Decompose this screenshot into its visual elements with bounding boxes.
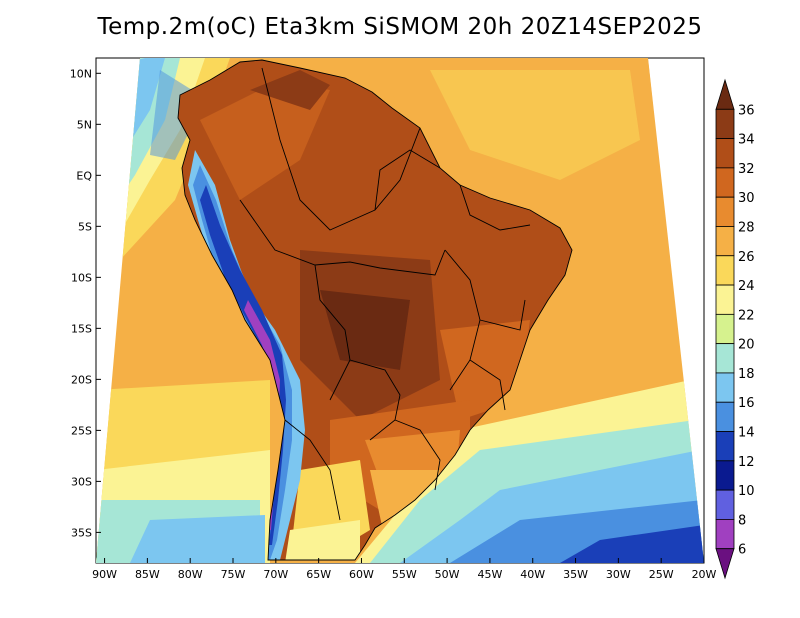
andes-cold <box>193 165 292 560</box>
y-tick-label: 30S <box>71 475 92 488</box>
colorbar-label: 24 <box>738 279 755 294</box>
border-north <box>261 67 421 231</box>
y-tick-label: 10N <box>70 67 92 80</box>
colorbar-label: 18 <box>738 367 755 382</box>
pampa-south <box>285 520 360 560</box>
y-tick-label: 35S <box>71 526 92 539</box>
y-tick-label: 5S <box>78 220 92 233</box>
south-atlantic-coldest <box>560 525 704 563</box>
x-tick-label: 90W <box>92 568 117 581</box>
colorbar-swatch <box>715 138 735 169</box>
y-tick-label: 15S <box>71 322 92 335</box>
x-tick-label: 20W <box>692 568 717 581</box>
colorbar-label: 28 <box>738 220 755 235</box>
colorbar-label: 10 <box>738 484 755 499</box>
colorbar-label: 30 <box>738 191 755 206</box>
colorbar-label: 8 <box>738 513 746 528</box>
south-pacific-cold <box>130 515 265 563</box>
y-axis: 10N 5N EQ 5S 10S 15S 20S 25S 30S 35S <box>70 67 101 539</box>
border-states-5 <box>374 149 441 211</box>
x-tick-label: 85W <box>135 568 160 581</box>
colorbar-label: 12 <box>738 455 755 470</box>
atlantic-patch <box>430 70 640 180</box>
colorbar-swatch <box>715 255 735 286</box>
colorbar-label: 34 <box>738 133 755 148</box>
colorbar-swatch <box>715 489 735 520</box>
y-tick-label: EQ <box>76 169 92 182</box>
colorbar-swatch <box>715 519 735 550</box>
x-tick-label: 65W <box>306 568 331 581</box>
x-tick-label: 30W <box>606 568 631 581</box>
colorbar-label: 22 <box>738 308 755 323</box>
x-tick-label: 45W <box>477 568 502 581</box>
border-states-4 <box>459 184 531 231</box>
y-tick-label: 10S <box>71 271 92 284</box>
colorbar-swatch <box>715 226 735 257</box>
border-states-2 <box>479 299 526 331</box>
border-paraguay <box>349 359 401 441</box>
x-tick-label: 25W <box>649 568 674 581</box>
colorbar-label: 26 <box>738 250 755 265</box>
colorbar-label: 20 <box>738 338 755 353</box>
border-south <box>394 419 441 491</box>
colorbar-arrow-bottom <box>715 548 735 580</box>
colorbar-swatch <box>715 196 735 227</box>
colorbar-swatch <box>715 460 735 491</box>
colorbar-swatch <box>715 372 735 403</box>
north-andes-warm <box>200 80 330 200</box>
y-tick-label: 25S <box>71 424 92 437</box>
x-tick-label: 80W <box>178 568 203 581</box>
colorbar-label: 6 <box>738 543 746 558</box>
y-tick-label: 5N <box>77 118 92 131</box>
y-tick-label: 20S <box>71 373 92 386</box>
x-tick-label: 40W <box>520 568 545 581</box>
x-tick-label: 35W <box>563 568 588 581</box>
border-states-3 <box>469 359 506 411</box>
colorbar-label: 32 <box>738 162 755 177</box>
x-tick-label: 55W <box>392 568 417 581</box>
colorbar-swatch <box>715 284 735 315</box>
colorbar-swatch <box>715 431 735 462</box>
colorbar-swatch <box>715 313 735 345</box>
colorbar-swatch <box>715 108 735 139</box>
andes-colder <box>200 185 286 545</box>
colorbar-label: 16 <box>738 396 755 411</box>
x-tick-label: 50W <box>435 568 460 581</box>
x-tick-label: 60W <box>349 568 374 581</box>
x-tick-label: 75W <box>221 568 246 581</box>
colorbar-arrow-top <box>715 78 735 110</box>
border-amazon <box>239 199 446 276</box>
border-argentina <box>284 419 341 521</box>
colorbar-label: 36 <box>738 103 755 118</box>
venezuela-hot <box>250 70 330 110</box>
andes-coldest <box>244 300 280 530</box>
border-bolivia <box>314 264 351 401</box>
map-title: Temp.2m(oC) Eta3km SiSMOM 20h 20Z14SEP20… <box>97 14 703 40</box>
colorbar-label: 14 <box>738 426 755 441</box>
colorbar-swatch <box>715 401 735 432</box>
x-tick-label: 70W <box>263 568 288 581</box>
colorbar-swatch <box>715 167 735 198</box>
borders <box>177 59 573 561</box>
x-axis: 90W 85W 80W 75W 70W 65W 60W 55W 50W 45W 40W 35W 30W 2… <box>92 558 717 581</box>
colorbar: 36 34 32 30 28 26 24 22 20 18 16 14 12 10 8 6 <box>715 78 755 580</box>
colorbar-swatch <box>715 343 735 374</box>
central-hottest <box>320 290 410 370</box>
